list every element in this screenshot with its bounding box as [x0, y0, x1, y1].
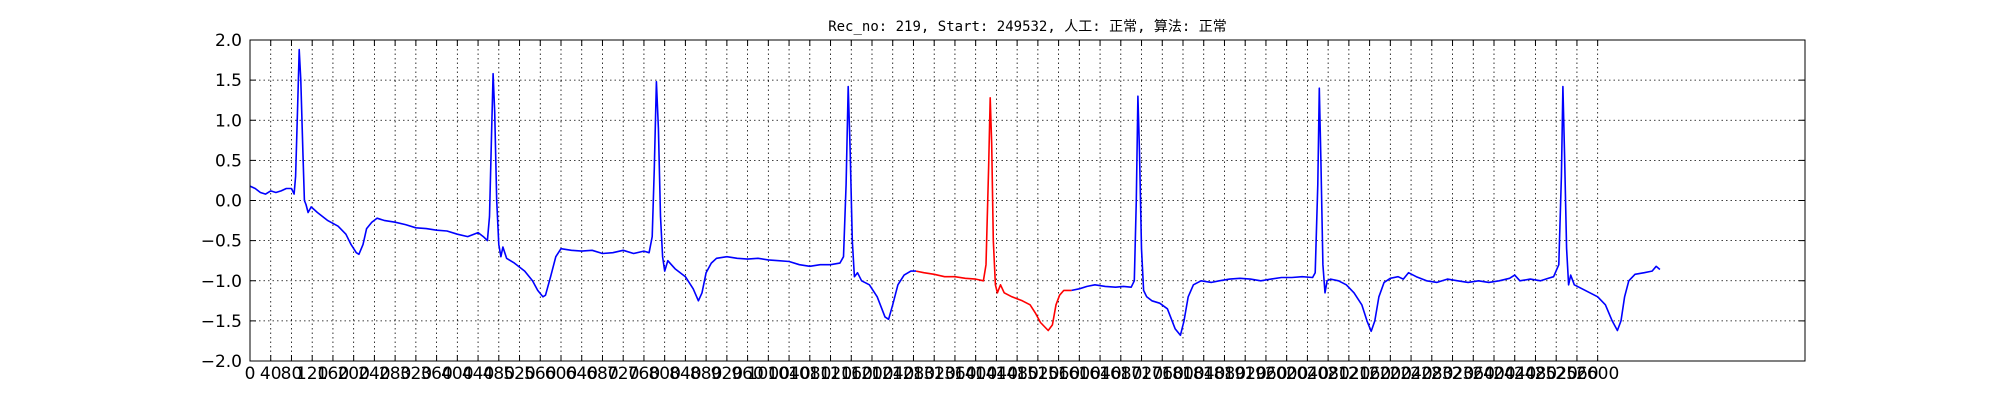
x-tick-label: 2480: [1514, 364, 1557, 384]
x-tick-label: 1880: [1203, 364, 1246, 384]
y-tick-label: −1.0: [201, 272, 242, 292]
x-tick-label: 2200: [1369, 364, 1412, 384]
ecg-series-line-2: [1071, 85, 1661, 337]
x-tick-label: 1360: [933, 364, 976, 384]
x-tick-label: 1560: [1037, 364, 1080, 384]
x-tick-label: 960: [731, 364, 763, 384]
x-tick-label: 800: [648, 364, 680, 384]
x-tick-label: 1520: [1016, 364, 1059, 384]
x-tick-label: 2560: [1555, 364, 1598, 384]
x-tick-label: 720: [607, 364, 639, 384]
x-tick-label: 1960: [1244, 364, 1287, 384]
x-tick-label: 120: [296, 364, 328, 384]
series-layer: [249, 48, 1661, 337]
x-tick-label: 1120: [809, 364, 852, 384]
x-tick-label: 2240: [1389, 364, 1432, 384]
y-tick-label: 2.0: [215, 31, 242, 51]
x-tick-label: 360: [420, 364, 452, 384]
x-tick-label: 1200: [850, 364, 893, 384]
x-tick-label: 640: [566, 364, 598, 384]
x-tick-label: 2120: [1327, 364, 1370, 384]
x-tick-label: 560: [524, 364, 556, 384]
x-tick-label: 480: [483, 364, 515, 384]
x-tick-label: 0: [245, 364, 256, 384]
x-tick-label: 280: [379, 364, 411, 384]
x-tick-label: 2280: [1410, 364, 1453, 384]
x-tick-label: 1480: [996, 364, 1039, 384]
y-tick-label: 0.5: [215, 151, 242, 171]
y-axis: −2.0 −1.5 −1.0 −0.5 0.0 0.5 1.0 1.5 2.0: [201, 31, 1805, 372]
x-tick-label: 1160: [830, 364, 873, 384]
x-tick-label: 240: [358, 364, 390, 384]
grid: [250, 40, 1805, 361]
x-tick-label: 760: [628, 364, 660, 384]
x-tick-label: 1640: [1078, 364, 1121, 384]
x-tick-label: 1800: [1161, 364, 1204, 384]
y-tick-label: −2.0: [201, 352, 242, 372]
chart-title: Rec_no: 219, Start: 249532, 人工: 正常, 算法: …: [828, 19, 1227, 35]
x-tick-label: 200: [337, 364, 369, 384]
x-axis: 0 40 8012016020024028032036040044048052056…: [245, 40, 1619, 384]
x-tick-label: 160: [317, 364, 349, 384]
y-tick-label: 0.0: [215, 192, 242, 212]
plot-frame: [249, 39, 1806, 362]
y-tick-label: 1.5: [215, 71, 242, 91]
x-tick-label: 2040: [1286, 364, 1329, 384]
x-tick-label: 440: [462, 364, 494, 384]
y-tick-label: −1.5: [201, 312, 242, 332]
x-tick-label: 1440: [975, 364, 1018, 384]
ecg-series-line-0: [249, 48, 917, 321]
x-tick-label: 520: [503, 364, 535, 384]
x-tick-label: 2000: [1265, 364, 1308, 384]
x-tick-label: 400: [441, 364, 473, 384]
x-tick-label: 1600: [1058, 364, 1101, 384]
x-tick-label: 1720: [1120, 364, 1163, 384]
x-tick-label: 880: [690, 364, 722, 384]
x-tick-label: 1920: [1224, 364, 1267, 384]
x-tick-label: 40: [260, 364, 282, 384]
x-tick-label: 320: [400, 364, 432, 384]
x-tick-label: 1240: [871, 364, 914, 384]
y-tick-label: 1.0: [215, 111, 242, 131]
x-tick-label: 680: [586, 364, 618, 384]
x-tick-label: 2080: [1307, 364, 1350, 384]
x-tick-label: 600: [545, 364, 577, 384]
x-tick-label: 1280: [892, 364, 935, 384]
x-tick-label: 1040: [767, 364, 810, 384]
x-tick-label: 920: [711, 364, 743, 384]
x-tick-label: 2600: [1576, 364, 1619, 384]
x-tick-label: 2320: [1431, 364, 1474, 384]
x-tick-label: 1680: [1099, 364, 1142, 384]
x-tick-label: 2360: [1452, 364, 1495, 384]
y-tick-label: −0.5: [201, 232, 242, 252]
x-tick-label: 1080: [788, 364, 831, 384]
x-tick-label: 2400: [1472, 364, 1515, 384]
x-tick-label: 840: [669, 364, 701, 384]
x-tick-label: 1000: [747, 364, 790, 384]
x-tick-label: 2440: [1493, 364, 1536, 384]
x-tick-label: 1840: [1182, 364, 1225, 384]
ecg-series-line-1: [915, 97, 1072, 332]
x-tick-label: 2520: [1535, 364, 1578, 384]
x-tick-label: 1400: [954, 364, 997, 384]
x-tick-label: 2160: [1348, 364, 1391, 384]
x-tick-label: 1760: [1141, 364, 1184, 384]
x-tick-label: 1320: [913, 364, 956, 384]
x-tick-label: 80: [281, 364, 303, 384]
